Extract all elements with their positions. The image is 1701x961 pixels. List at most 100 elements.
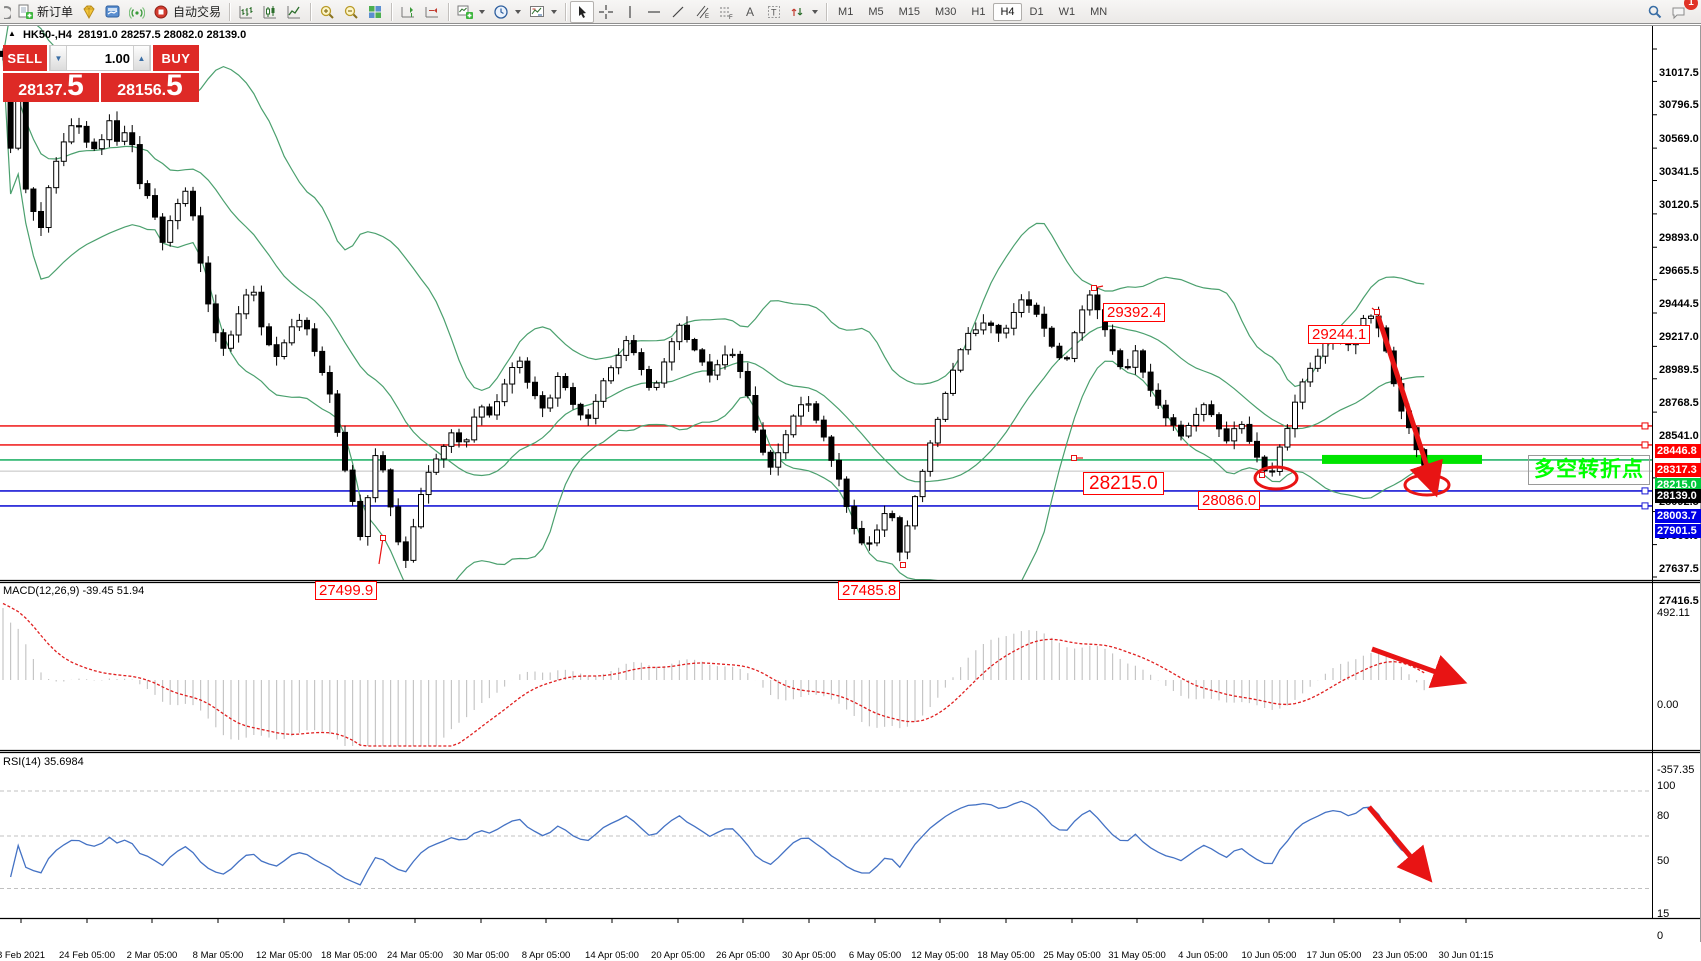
period-button[interactable] [489,1,525,23]
svg-text:F: F [729,15,733,20]
zoom-out-button[interactable] [339,1,363,23]
timeframe-M30[interactable]: M30 [935,5,957,18]
market-watch-button[interactable] [101,1,125,23]
add-indicator-icon [457,5,474,19]
deposit-button[interactable] [77,1,101,23]
bollinger-upper [2,25,1425,392]
timeframe-H4[interactable]: H4 [993,2,1022,21]
trend-arrow[interactable] [1367,805,1433,883]
price-annotation[interactable]: 27485.8 [838,581,901,600]
time-tick-label: 14 Apr 05:00 [585,950,639,961]
price-annotation[interactable]: 29392.4 [1103,303,1166,322]
rsi-tick-label: 100 [1657,780,1676,792]
line-handle [1641,422,1649,430]
volume-input[interactable] [67,46,133,70]
text-icon: A [746,5,754,19]
timeframe-M1[interactable]: M1 [838,5,854,18]
timeframe-D1[interactable]: D1 [1029,5,1044,18]
rsi-pane [0,790,1652,889]
macd-tick-label: 492.11 [1657,607,1690,619]
vertical-line-button[interactable] [618,1,642,23]
time-tick-label: 6 May 05:00 [848,950,902,961]
fibonacci-button[interactable]: F [714,1,738,23]
price-tick-label: 29444.5 [1659,297,1699,310]
zoom-in-icon [320,5,334,19]
bar-chart-button[interactable] [234,1,258,23]
timeframe-M5[interactable]: M5 [868,5,884,18]
chart-shift-button[interactable] [396,1,420,23]
price-tick-label: 29893.0 [1659,231,1699,244]
auto-trading-button[interactable]: 自动交易 [149,1,225,23]
volume-up-button[interactable]: ▲ [133,46,150,70]
zoom-in-button[interactable] [315,1,339,23]
volume-stepper: ▼ ▲ [49,45,151,71]
toolbar-separator [448,2,450,21]
price-annotation[interactable]: 29244.1 [1308,325,1371,344]
template-icon [530,5,545,17]
trend-arrow[interactable] [1371,646,1468,688]
highlight-ellipse[interactable] [1403,473,1451,497]
price-annotation[interactable]: 28086.0 [1198,491,1261,510]
line-handle [1641,441,1649,449]
price-chart[interactable] [0,25,1701,942]
price-tick-label: 27416.5 [1659,595,1699,607]
timeframe-W1[interactable]: W1 [1058,5,1076,18]
turning-point-note[interactable]: 多空转折点 [1528,455,1650,485]
horizontal-line-icon [648,10,661,13]
time-tick-label: 20 Apr 05:00 [651,950,705,961]
volume-down-button[interactable]: ▼ [50,46,67,70]
trend-arrow[interactable] [1375,315,1443,498]
channel-button[interactable]: E [690,1,714,23]
buy-price[interactable]: 28156. 5 [101,71,199,102]
price-tick-label: 27637.5 [1659,562,1699,575]
annotation-connector [378,537,384,565]
line-chart-button[interactable] [282,1,306,23]
time-tick-label: 10 Jun 05:00 [1241,950,1297,961]
timeframe-H1[interactable]: H1 [971,5,986,18]
time-tick-label: 12 May 05:00 [911,950,969,961]
price-annotation[interactable]: 28215.0 [1083,472,1164,495]
horizontal-line-button[interactable] [642,1,666,23]
line-handle [1641,502,1649,510]
timeframe-M15[interactable]: M15 [898,5,920,18]
time-tick-label: 26 Apr 05:00 [716,950,770,961]
buy-button[interactable]: BUY [153,45,199,71]
price-tick-label: 28541.0 [1659,430,1699,443]
overlay-layer [0,25,1701,942]
add-indicator-button[interactable] [453,1,489,23]
annotation-handle [1374,309,1380,315]
crosshair-button[interactable] [594,1,618,23]
auto-scroll-button[interactable] [420,1,444,23]
new-order-button[interactable]: 新订单 [13,1,77,23]
macd-signal-line [2,602,1425,747]
text-button[interactable]: A [738,1,762,23]
highlight-ellipse[interactable] [1253,465,1299,491]
shapes-button[interactable] [786,1,822,23]
cursor-button[interactable] [570,0,595,23]
template-button[interactable] [525,1,561,23]
trendline-button[interactable] [666,1,690,23]
sell-price[interactable]: 28137. 5 [3,69,99,102]
sell-price-pips: 5 [67,69,84,102]
time-tick-label: 30 Mar 05:00 [453,950,509,961]
sell-button[interactable]: SELL [3,45,47,71]
notifications-button[interactable]: 1 [1667,0,1698,23]
bollinger-lower [2,56,1425,580]
bollinger-middle [2,56,1425,483]
price-label: 27901.5 [1655,523,1701,538]
tile-windows-button[interactable] [363,1,387,23]
candlestick-button[interactable] [258,1,282,23]
search-button[interactable] [1643,1,1667,23]
main-toolbar: 新订单 自动交易 [0,0,1701,24]
price-tick-label: 30796.5 [1659,99,1699,112]
chart-window[interactable]: ▲ HK50-,H4 28191.0 28257.5 28082.0 28139… [0,25,1701,961]
line-chart-icon [287,5,301,18]
price-annotation[interactable]: 27499.9 [315,581,378,600]
text-label-button[interactable]: T [762,1,786,23]
arrows-icon [791,7,803,16]
signals-button[interactable] [125,1,149,23]
dropdown-caret [812,9,819,14]
cursor-icon [579,5,587,18]
timeframe-MN[interactable]: MN [1090,5,1108,18]
